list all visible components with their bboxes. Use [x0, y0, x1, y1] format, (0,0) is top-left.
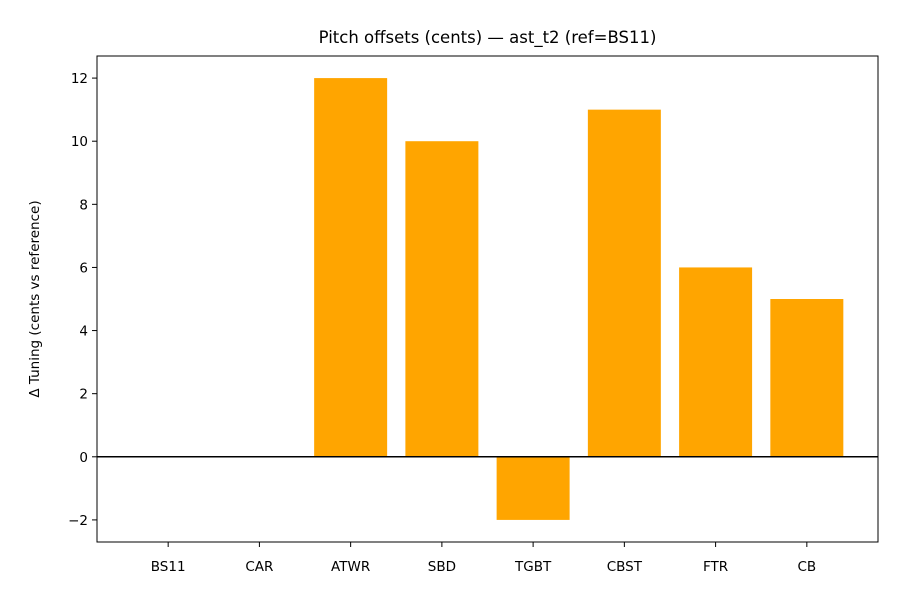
bars-group — [314, 78, 844, 520]
y-tick-label: 0 — [79, 450, 88, 466]
x-tick-label: CB — [797, 559, 816, 575]
y-axis: −2 0 2 4 6 8 10 12 — [68, 71, 97, 529]
y-tick-label: −2 — [68, 513, 88, 529]
y-tick-label: 12 — [71, 71, 88, 87]
plot-frame — [96, 55, 879, 543]
x-axis: BS11 CAR ATWR SBD TGBT CBST FTR CB — [151, 542, 816, 575]
x-tick-label: CBST — [607, 559, 643, 575]
chart-title: Pitch offsets (cents) — ast_t2 (ref=BS11… — [319, 28, 657, 48]
y-tick-label: 10 — [71, 134, 88, 150]
y-tick-label: 6 — [79, 260, 88, 276]
x-tick-label: ATWR — [331, 559, 370, 575]
bar-ftr — [679, 267, 753, 457]
y-tick-label: 4 — [79, 324, 88, 340]
y-tick-label: 8 — [79, 197, 88, 213]
bar-atwr — [314, 78, 388, 457]
x-tick-label: FTR — [703, 559, 728, 575]
bar-cbst — [587, 109, 661, 457]
bar-sbd — [405, 141, 479, 457]
bar-cb — [770, 299, 844, 457]
x-tick-label: TGBT — [514, 559, 552, 575]
x-tick-label: BS11 — [151, 559, 186, 575]
bar-tgbt — [496, 456, 570, 520]
y-tick-label: 2 — [79, 387, 88, 403]
y-axis-label: Δ Tuning (cents vs reference) — [27, 200, 43, 397]
x-tick-label: SBD — [428, 559, 456, 575]
x-tick-label: CAR — [245, 559, 273, 575]
